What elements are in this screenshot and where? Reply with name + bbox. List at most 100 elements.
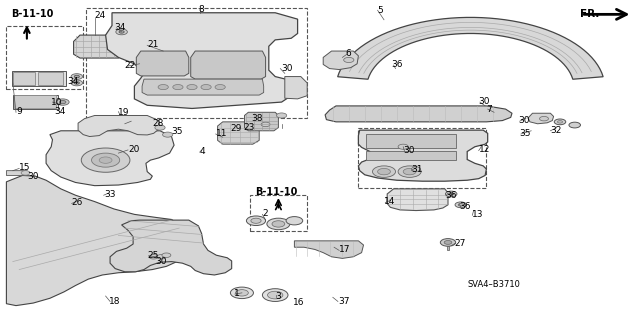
Circle shape xyxy=(444,241,452,244)
Polygon shape xyxy=(74,35,125,58)
Text: 29: 29 xyxy=(230,124,242,133)
Polygon shape xyxy=(528,113,554,124)
Text: 18: 18 xyxy=(109,297,120,306)
Text: 30: 30 xyxy=(403,146,415,155)
Text: 11: 11 xyxy=(216,129,227,138)
Polygon shape xyxy=(191,51,266,79)
Text: 30: 30 xyxy=(28,172,39,181)
Text: 16: 16 xyxy=(293,298,305,307)
Circle shape xyxy=(116,29,127,35)
Circle shape xyxy=(344,57,354,63)
Circle shape xyxy=(455,202,467,208)
Polygon shape xyxy=(46,131,174,186)
Circle shape xyxy=(246,216,266,226)
Polygon shape xyxy=(325,106,512,122)
Text: 34: 34 xyxy=(54,107,66,115)
Polygon shape xyxy=(6,175,189,306)
FancyBboxPatch shape xyxy=(13,72,35,85)
Circle shape xyxy=(74,82,79,84)
Circle shape xyxy=(230,287,253,299)
Text: 30: 30 xyxy=(479,97,490,106)
Circle shape xyxy=(158,85,168,90)
Text: 10: 10 xyxy=(51,98,63,107)
Circle shape xyxy=(286,217,303,225)
Circle shape xyxy=(215,85,225,90)
FancyBboxPatch shape xyxy=(38,72,63,85)
Circle shape xyxy=(440,239,456,246)
Circle shape xyxy=(71,74,83,79)
Text: 30: 30 xyxy=(282,64,293,73)
Circle shape xyxy=(445,191,457,197)
Circle shape xyxy=(173,85,183,90)
Polygon shape xyxy=(244,112,278,131)
Circle shape xyxy=(378,168,390,175)
Circle shape xyxy=(272,221,285,227)
Text: 15: 15 xyxy=(19,163,31,172)
Text: 36: 36 xyxy=(460,202,471,211)
Text: B-11-10: B-11-10 xyxy=(255,187,297,197)
Polygon shape xyxy=(136,51,189,76)
Polygon shape xyxy=(447,246,449,250)
Text: 14: 14 xyxy=(384,197,396,206)
Text: B-11-10: B-11-10 xyxy=(12,9,54,19)
Text: 25: 25 xyxy=(147,251,159,260)
Circle shape xyxy=(403,168,416,175)
FancyBboxPatch shape xyxy=(13,95,58,109)
Circle shape xyxy=(119,31,124,33)
FancyBboxPatch shape xyxy=(14,95,56,108)
Text: 36: 36 xyxy=(445,191,456,200)
Text: 9: 9 xyxy=(16,107,22,116)
Circle shape xyxy=(187,85,197,90)
Text: 12: 12 xyxy=(479,145,490,154)
Circle shape xyxy=(201,85,211,90)
Circle shape xyxy=(449,193,454,195)
Polygon shape xyxy=(323,51,358,70)
Circle shape xyxy=(458,204,463,206)
Text: 19: 19 xyxy=(118,108,130,117)
Circle shape xyxy=(71,80,83,86)
Text: 23: 23 xyxy=(243,123,255,132)
Polygon shape xyxy=(6,171,29,175)
Circle shape xyxy=(372,166,396,177)
Text: 1: 1 xyxy=(234,289,239,298)
Text: 34: 34 xyxy=(67,77,79,86)
Text: 13: 13 xyxy=(472,210,484,219)
Polygon shape xyxy=(78,115,160,137)
Polygon shape xyxy=(387,189,448,211)
Polygon shape xyxy=(285,77,307,99)
Circle shape xyxy=(163,132,173,137)
Text: 3: 3 xyxy=(275,292,281,301)
Circle shape xyxy=(21,171,30,175)
Circle shape xyxy=(99,157,112,163)
Text: 33: 33 xyxy=(104,190,116,199)
Polygon shape xyxy=(294,241,364,258)
Circle shape xyxy=(557,121,563,123)
Text: FR.: FR. xyxy=(580,9,599,19)
Circle shape xyxy=(554,119,566,125)
Text: 26: 26 xyxy=(72,198,83,207)
Circle shape xyxy=(398,144,408,149)
Circle shape xyxy=(236,290,248,296)
Circle shape xyxy=(268,291,283,299)
Text: 21: 21 xyxy=(147,40,159,49)
Text: 34: 34 xyxy=(114,23,125,32)
Text: 17: 17 xyxy=(339,245,351,254)
FancyBboxPatch shape xyxy=(366,151,456,160)
Text: 27: 27 xyxy=(454,239,466,248)
Text: 35: 35 xyxy=(520,129,531,138)
Text: 32: 32 xyxy=(550,126,562,135)
Text: 22: 22 xyxy=(125,61,136,70)
Circle shape xyxy=(74,75,79,78)
Polygon shape xyxy=(142,79,264,95)
Polygon shape xyxy=(338,18,603,79)
Text: 7: 7 xyxy=(486,105,492,114)
Text: 5: 5 xyxy=(378,6,383,15)
Polygon shape xyxy=(106,13,298,108)
Text: 8: 8 xyxy=(198,5,204,14)
Circle shape xyxy=(412,167,420,171)
Text: 4: 4 xyxy=(200,147,205,156)
Circle shape xyxy=(276,113,287,118)
Text: 35: 35 xyxy=(172,127,183,136)
Text: 24: 24 xyxy=(95,11,106,20)
Circle shape xyxy=(261,122,270,127)
